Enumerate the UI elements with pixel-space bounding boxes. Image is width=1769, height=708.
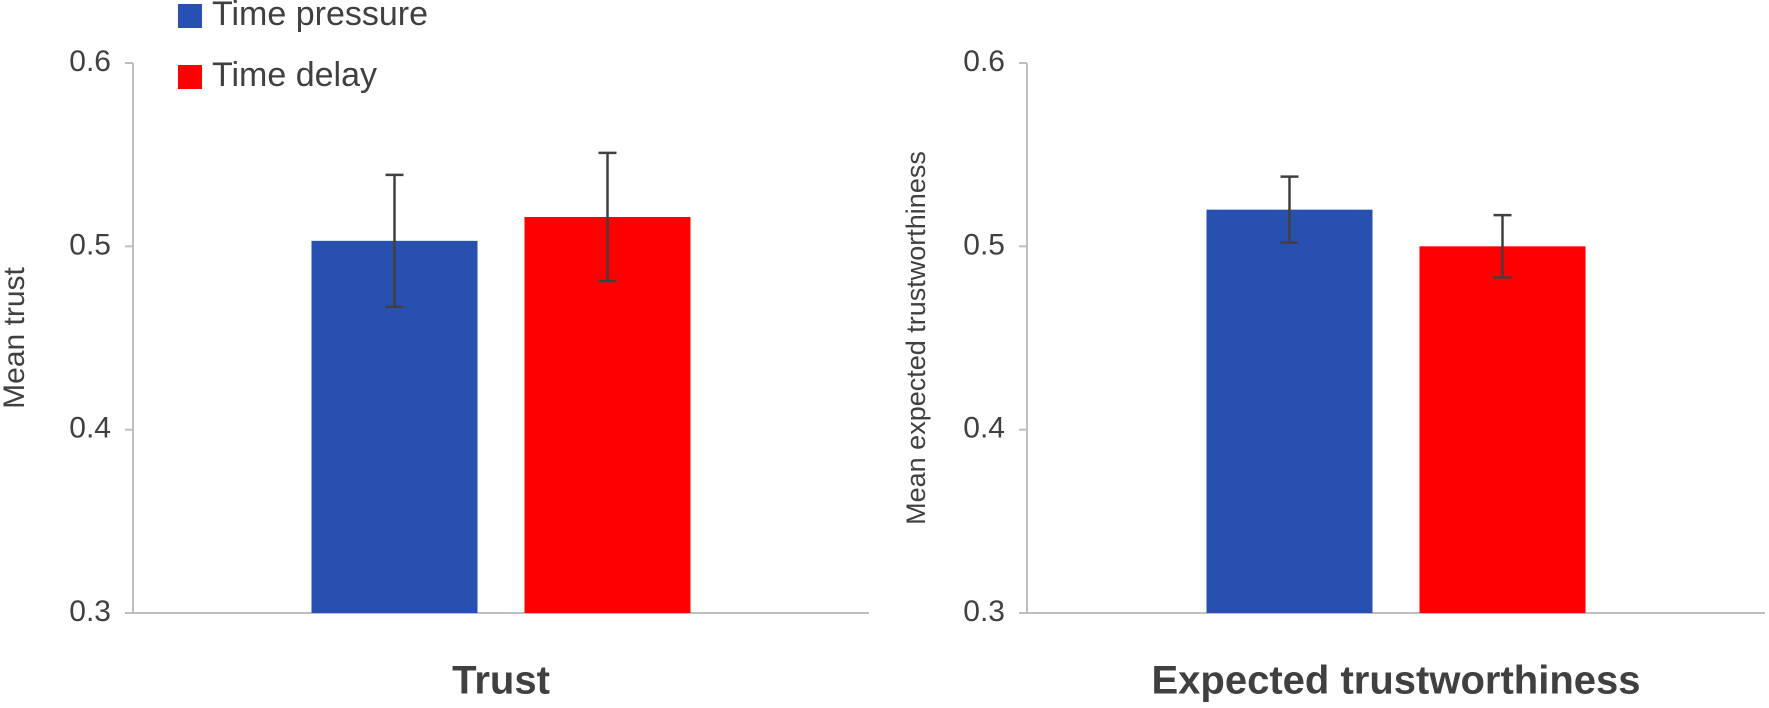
y-axis-label: Mean trust (0, 266, 31, 408)
y-tick-label: 0.6 (69, 45, 111, 78)
y-tick-label: 0.5 (963, 228, 1005, 261)
x-axis-label: Expected trustworthiness (1151, 659, 1640, 703)
legend-label: Time delay (212, 56, 377, 94)
error-bar (385, 173, 404, 309)
y-tick-label: 0.3 (963, 595, 1005, 628)
y-tick-label: 0.6 (963, 45, 1005, 78)
bar (1206, 209, 1373, 613)
y-tick-label: 0.4 (69, 412, 111, 445)
y-tick-label: 0.3 (69, 595, 111, 628)
error-bar (1493, 213, 1512, 279)
bar (1419, 246, 1586, 614)
y-tick-label: 0.4 (963, 412, 1005, 445)
bar (524, 217, 691, 613)
legend-label: Time pressure (212, 0, 428, 33)
legend-swatch (178, 4, 202, 28)
x-axis-label: Trust (452, 659, 550, 703)
error-bar (598, 151, 617, 283)
legend-swatch (178, 65, 202, 89)
error-bar (1280, 175, 1299, 244)
y-axis-label: Mean expected trustworthiness (901, 151, 931, 525)
y-tick-label: 0.5 (69, 228, 111, 261)
